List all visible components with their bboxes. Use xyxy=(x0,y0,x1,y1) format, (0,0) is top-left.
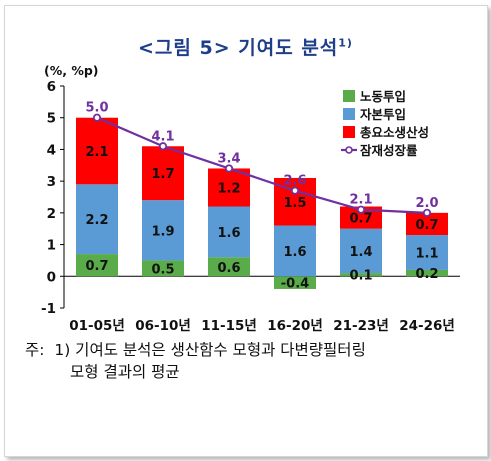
legend-swatch-capital xyxy=(343,108,355,120)
legend-marker-potential xyxy=(345,146,353,154)
bar-labor xyxy=(340,273,382,277)
y-tick-label: 6 xyxy=(47,79,56,95)
bar-value-label-capital: 1.6 xyxy=(283,245,306,260)
bar-tfp xyxy=(208,168,250,207)
potential-growth-point xyxy=(92,113,102,122)
bar-capital xyxy=(76,184,118,255)
bar-value-label-labor: 0.5 xyxy=(151,262,174,277)
chart-title: <그림 5> 기여도 분석1) xyxy=(0,33,491,60)
potential-growth-line xyxy=(92,113,432,217)
potential-growth-point xyxy=(422,208,432,217)
potential-growth-label: 3.4 xyxy=(217,151,240,166)
bar-capital xyxy=(274,225,316,277)
bars xyxy=(76,117,448,289)
bar-value-label-capital: 1.1 xyxy=(415,247,438,262)
y-tick-label: -1 xyxy=(41,301,56,317)
y-tick-label: 4 xyxy=(47,142,56,158)
bar-value-label-tfp: 1.7 xyxy=(151,167,174,182)
x-tick-label: 16-20년 xyxy=(267,318,323,334)
potential-growth-label: 2.6 xyxy=(283,174,306,189)
chart-title-text: <그림 5> 기여도 분석 xyxy=(138,37,339,59)
bar-tfp xyxy=(76,117,118,185)
bar-tfp xyxy=(340,206,382,229)
bar-capital xyxy=(208,206,250,258)
x-tick-label: 01-05년 xyxy=(69,318,125,334)
bar-value-label-tfp: 0.7 xyxy=(349,212,372,227)
y-tick-label: 3 xyxy=(47,174,56,190)
x-tick-label: 06-10년 xyxy=(135,318,191,334)
bar-labor xyxy=(274,276,316,289)
bar-value-label-capital: 1.9 xyxy=(151,224,174,239)
bar-value-label-labor: 0.7 xyxy=(85,259,108,274)
potential-growth-point xyxy=(290,186,300,195)
bar-value-label-labor: 0.2 xyxy=(415,267,438,282)
potential-growth-polyline xyxy=(96,116,428,214)
potential-growth-point xyxy=(224,164,234,173)
bar-capital xyxy=(406,235,448,270)
footnote-prefix: 주: xyxy=(25,341,45,359)
legend-label-potential: 잠재성장률 xyxy=(360,143,418,158)
data-labels: 0.7 2.2 2.1 0.5 1.9 1.7 0.6 1.6 1.2 -0.4 1.6 1.5 0.1… xyxy=(85,101,438,292)
potential-growth-label: 2.1 xyxy=(349,193,372,208)
y-tick-label: 2 xyxy=(47,206,56,222)
bar-capital xyxy=(142,200,184,261)
bar-labor xyxy=(208,257,250,277)
legend-label-capital: 자본투입 xyxy=(360,107,406,122)
bar-value-label-tfp: 0.7 xyxy=(415,218,438,233)
bar-value-label-capital: 1.6 xyxy=(217,226,240,241)
y-axis-unit-label: (%, %p) xyxy=(44,63,99,78)
chart-title-footnote-mark: 1) xyxy=(338,36,353,50)
potential-growth-label: 5.0 xyxy=(85,101,108,116)
bar-capital xyxy=(340,228,382,274)
y-tick-label: 5 xyxy=(47,111,56,127)
footnote-line-1: 주: 1) 기여도 분석은 생산함수 모형과 다변량필터링 xyxy=(25,338,366,360)
axes: -1 0 1 2 3 4 5 6 01-05년 06-10년 11-15년 16-20년 21-23년 2… xyxy=(41,79,460,334)
bar-value-label-tfp: 1.5 xyxy=(283,196,306,211)
footnote-text-1: 1) 기여도 분석은 생산함수 모형과 다변량필터링 xyxy=(54,341,366,359)
x-tick-label: 24-26년 xyxy=(399,318,455,334)
bar-value-label-tfp: 1.2 xyxy=(217,181,240,196)
legend-label-tfp: 총요소생산성 xyxy=(360,125,429,140)
bar-value-label-labor: 0.1 xyxy=(349,269,372,284)
potential-growth-label: 4.1 xyxy=(151,129,174,144)
x-tick-label: 21-23년 xyxy=(333,318,389,334)
y-tick-label: 1 xyxy=(47,238,56,254)
bar-tfp xyxy=(406,212,448,236)
y-tick-label: 0 xyxy=(47,269,56,285)
bar-value-label-tfp: 2.1 xyxy=(85,145,108,160)
bar-labor xyxy=(406,269,448,277)
legend-swatch-labor xyxy=(343,90,355,102)
bar-labor xyxy=(76,254,118,277)
legend-swatch-tfp xyxy=(343,126,355,138)
bar-value-label-labor: -0.4 xyxy=(281,277,309,292)
potential-growth-point xyxy=(158,142,168,151)
bar-value-label-capital: 1.4 xyxy=(349,245,372,260)
footnote-line-2: 모형 결과의 평균 xyxy=(70,363,180,381)
legend-label-labor: 노동투입 xyxy=(360,89,406,104)
bar-tfp xyxy=(142,146,184,201)
x-tick-label: 11-15년 xyxy=(201,318,257,334)
bar-value-label-capital: 2.2 xyxy=(85,213,108,228)
bar-value-label-labor: 0.6 xyxy=(217,261,240,276)
bar-labor xyxy=(142,260,184,277)
potential-growth-point xyxy=(356,205,366,214)
potential-growth-label: 2.0 xyxy=(415,196,438,211)
